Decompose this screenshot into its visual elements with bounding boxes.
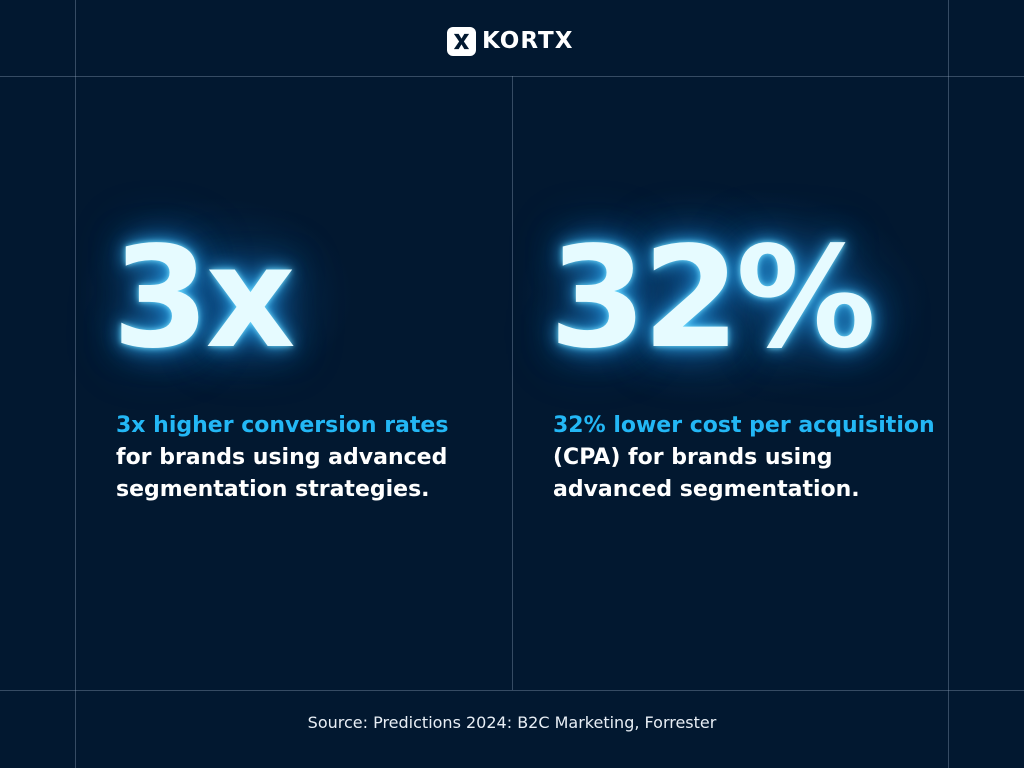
top-divider	[0, 76, 1024, 77]
stat-highlight: 3x higher conversion rates	[116, 413, 449, 438]
center-divider	[512, 76, 513, 690]
left-gridline	[75, 0, 76, 768]
stat-text-line: segmentation strategies.	[116, 477, 430, 502]
stat-text-line: advanced segmentation.	[553, 477, 860, 502]
stat-text-line: for brands using advanced	[116, 445, 448, 470]
stat-description: 32% lower cost per acquisition (CPA) for…	[553, 410, 943, 506]
brand-logo: KORTX	[447, 26, 573, 56]
bottom-divider	[0, 690, 1024, 691]
stat-text-line: (CPA) for brands using	[553, 445, 833, 470]
kortx-x-logo-icon	[447, 26, 476, 56]
brand-name: KORTX	[482, 28, 574, 54]
stat-value: 32%	[549, 217, 876, 380]
stat-description: 3x higher conversion rates for brands us…	[116, 410, 506, 506]
stat-value: 3x	[112, 217, 296, 380]
source-citation: Source: Predictions 2024: B2C Marketing,…	[307, 713, 717, 732]
stat-panel-conversion: 3x 3x higher conversion rates for brands…	[76, 76, 512, 690]
right-gridline	[948, 0, 949, 768]
stat-highlight: 32% lower cost per acquisition	[553, 413, 935, 438]
stat-panel-cpa: 32% 32% lower cost per acquisition (CPA)…	[513, 76, 948, 690]
